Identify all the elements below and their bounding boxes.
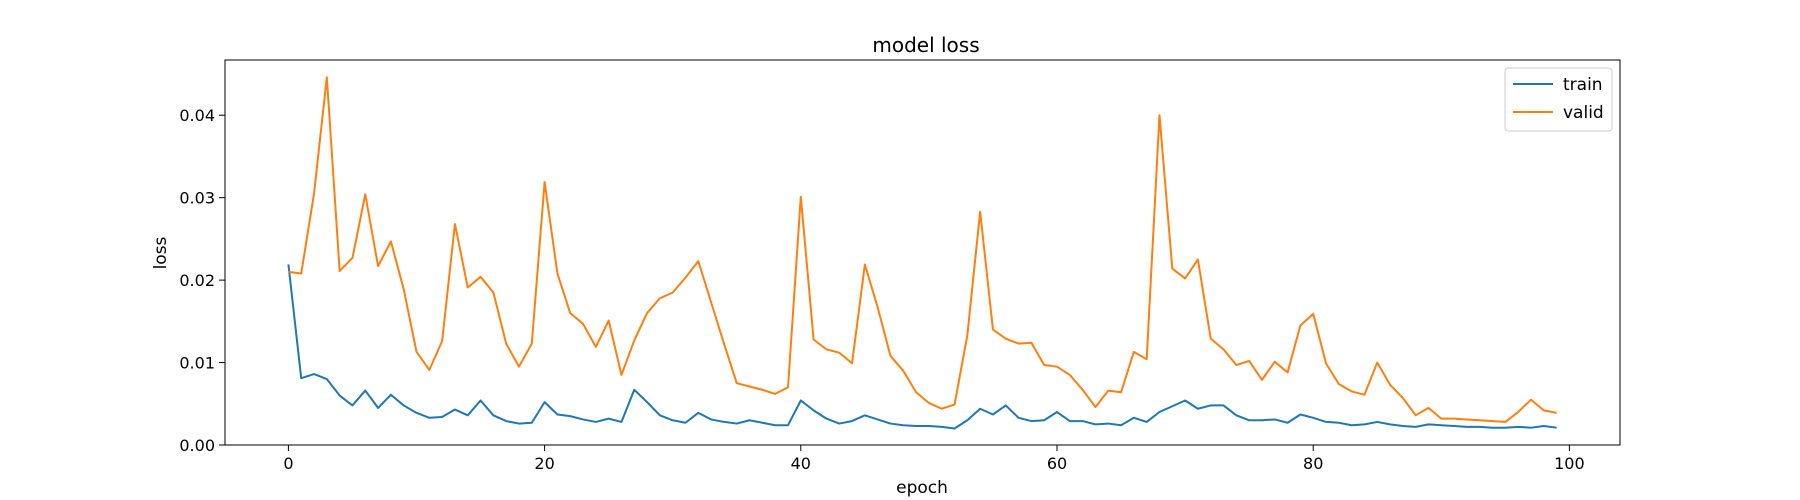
series-line-valid — [288, 76, 1557, 423]
plot-frame — [224, 59, 1621, 446]
x-tick-label: 0 — [283, 454, 293, 473]
y-axis-title: loss — [151, 236, 171, 269]
legend-label-train: train — [1563, 75, 1603, 95]
y-tick-label: 0.01 — [179, 354, 215, 373]
x-tick-label: 60 — [1047, 454, 1067, 473]
x-tick-label: 80 — [1303, 454, 1323, 473]
y-tick-label: 0.00 — [179, 436, 215, 455]
series-line-train — [287, 264, 1557, 430]
x-axis-title: epoch — [896, 478, 948, 498]
y-tick-label: 0.03 — [179, 189, 215, 208]
legend-label-valid: valid — [1563, 103, 1604, 123]
x-tick-label: 20 — [534, 454, 554, 473]
x-tick-label: 100 — [1554, 454, 1585, 473]
legend: train valid — [1504, 67, 1613, 132]
y-axis: 0.00 0.01 0.02 0.03 0.04 — [179, 106, 225, 455]
x-axis: 0 20 40 60 80 100 — [283, 445, 1585, 473]
plot-area — [224, 59, 1621, 446]
chart-title: model loss — [872, 33, 979, 57]
y-tick-label: 0.02 — [179, 271, 215, 290]
y-tick-label: 0.04 — [179, 106, 215, 125]
x-tick-label: 40 — [791, 454, 811, 473]
series-layer — [287, 76, 1557, 430]
